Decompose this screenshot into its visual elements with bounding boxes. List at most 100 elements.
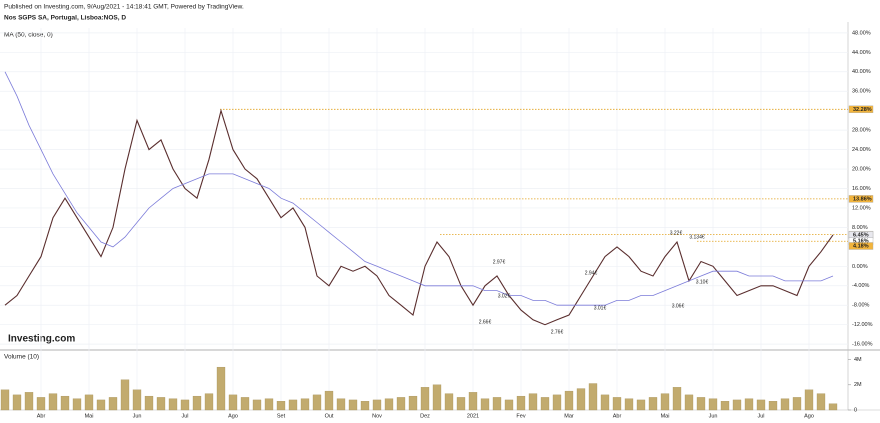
volume-bar [12,394,22,411]
price-annotation: 3.02€ [498,293,511,299]
y-tick-label: 24.00% [852,147,871,153]
volume-bar [60,395,70,411]
volume-bar [324,390,334,411]
level-label: 6.45% [853,232,869,238]
x-tick-label: Mai [661,413,670,419]
y-tick-label: 8.00% [852,225,868,231]
y-tick-label: 48.00% [852,30,871,36]
volume-bar [696,397,706,411]
volume-bar [48,393,58,411]
volume-bar [84,394,94,411]
volume-bar [444,393,454,411]
volume-bar [480,398,490,411]
volume-bar [708,398,718,411]
volume-bar [816,393,826,411]
x-tick-label: Nov [372,413,382,419]
x-tick-label: Dez [420,413,430,419]
volume-bar [348,399,358,411]
volume-bar [204,393,214,411]
volume-bar [312,394,322,411]
x-tick-label: 2021 [467,413,479,419]
level-label: 5.16% [853,239,869,245]
indicator-label: MA (50, close, 0) [4,32,53,39]
volume-bar [732,399,742,411]
volume-bar [600,394,610,411]
level-label: 32.28% [853,107,872,113]
y-tick-label: 16.00% [852,186,871,192]
x-tick-label: Jun [709,413,718,419]
volume-bar [672,387,682,411]
price-annotation: 2.66€ [479,319,492,325]
y-tick-label: 40.00% [852,69,871,75]
y-tick-label: 2M [854,382,862,388]
x-tick-label: Jul [181,413,188,419]
volume-bar [408,395,418,411]
volume-bar [528,393,538,411]
volume-bar [228,394,238,411]
price-line [4,108,834,326]
volume-bar [144,395,154,411]
volume-bar [432,384,442,411]
volume-bar [792,397,802,411]
level-label: 13.86% [853,196,872,202]
y-tick-label: -8.00% [852,303,870,309]
y-tick-label: 20.00% [852,166,871,172]
volume-bar [684,394,694,411]
price-annotation: 2.94€ [585,270,598,276]
volume-bar [576,388,586,411]
volume-bar [72,398,82,411]
volume-bar [756,399,766,411]
volume-bar [276,401,286,411]
volume-bar [456,397,466,411]
volume-bar [516,395,526,411]
volume-bar [240,397,250,411]
price-annotation: 3.06€ [672,303,685,309]
volume-bar [120,379,130,411]
volume-bar [552,394,562,411]
volume-bar [804,389,814,411]
volume-bar [384,398,394,411]
volume-bar [588,383,598,411]
x-tick-label: Ago [228,413,238,419]
volume-bar [660,393,670,411]
y-tick-label: 28.00% [852,128,871,134]
watermark: Investing.com [8,334,75,345]
volume-bar [780,398,790,411]
y-tick-label: 0 [854,407,857,413]
volume-bar [744,398,754,411]
volume-bar [252,399,262,411]
volume-bar [624,398,634,411]
x-tick-label: Ago [804,413,814,419]
volume-bar [768,401,778,411]
price-annotation: 3.134€ [689,234,705,240]
volume-bar [108,397,118,411]
level-badge [848,195,874,203]
volume-bar [24,392,34,411]
symbol-title: Nos SGPS SA, Portugal, Lisboa:NOS, D [4,15,126,22]
y-tick-label: -16.00% [852,342,873,348]
volume-bar [492,397,502,411]
x-tick-label: Jun [133,413,142,419]
y-tick-label: 4M [854,357,862,363]
price-annotation: 3.01€ [594,305,607,311]
x-tick-label: Fev [516,413,525,419]
x-tick-label: Jul [757,413,764,419]
x-tick-label: Abr [37,413,46,419]
volume-bar [336,398,346,411]
volume-bar [396,397,406,411]
level-label: 4.18% [853,243,869,249]
volume-bar [720,401,730,411]
volume-bar [264,398,274,411]
volume-bar [468,392,478,411]
y-tick-label: 12.00% [852,205,871,211]
price-annotation: 2.97€ [493,259,506,265]
volume-bar [300,398,310,411]
volume-bar [168,398,178,411]
volume-bar [192,395,202,411]
volume-bar [156,397,166,411]
price-annotation: 3.22€ [670,230,683,236]
volume-bar [216,366,226,411]
volume-bar [612,397,622,411]
